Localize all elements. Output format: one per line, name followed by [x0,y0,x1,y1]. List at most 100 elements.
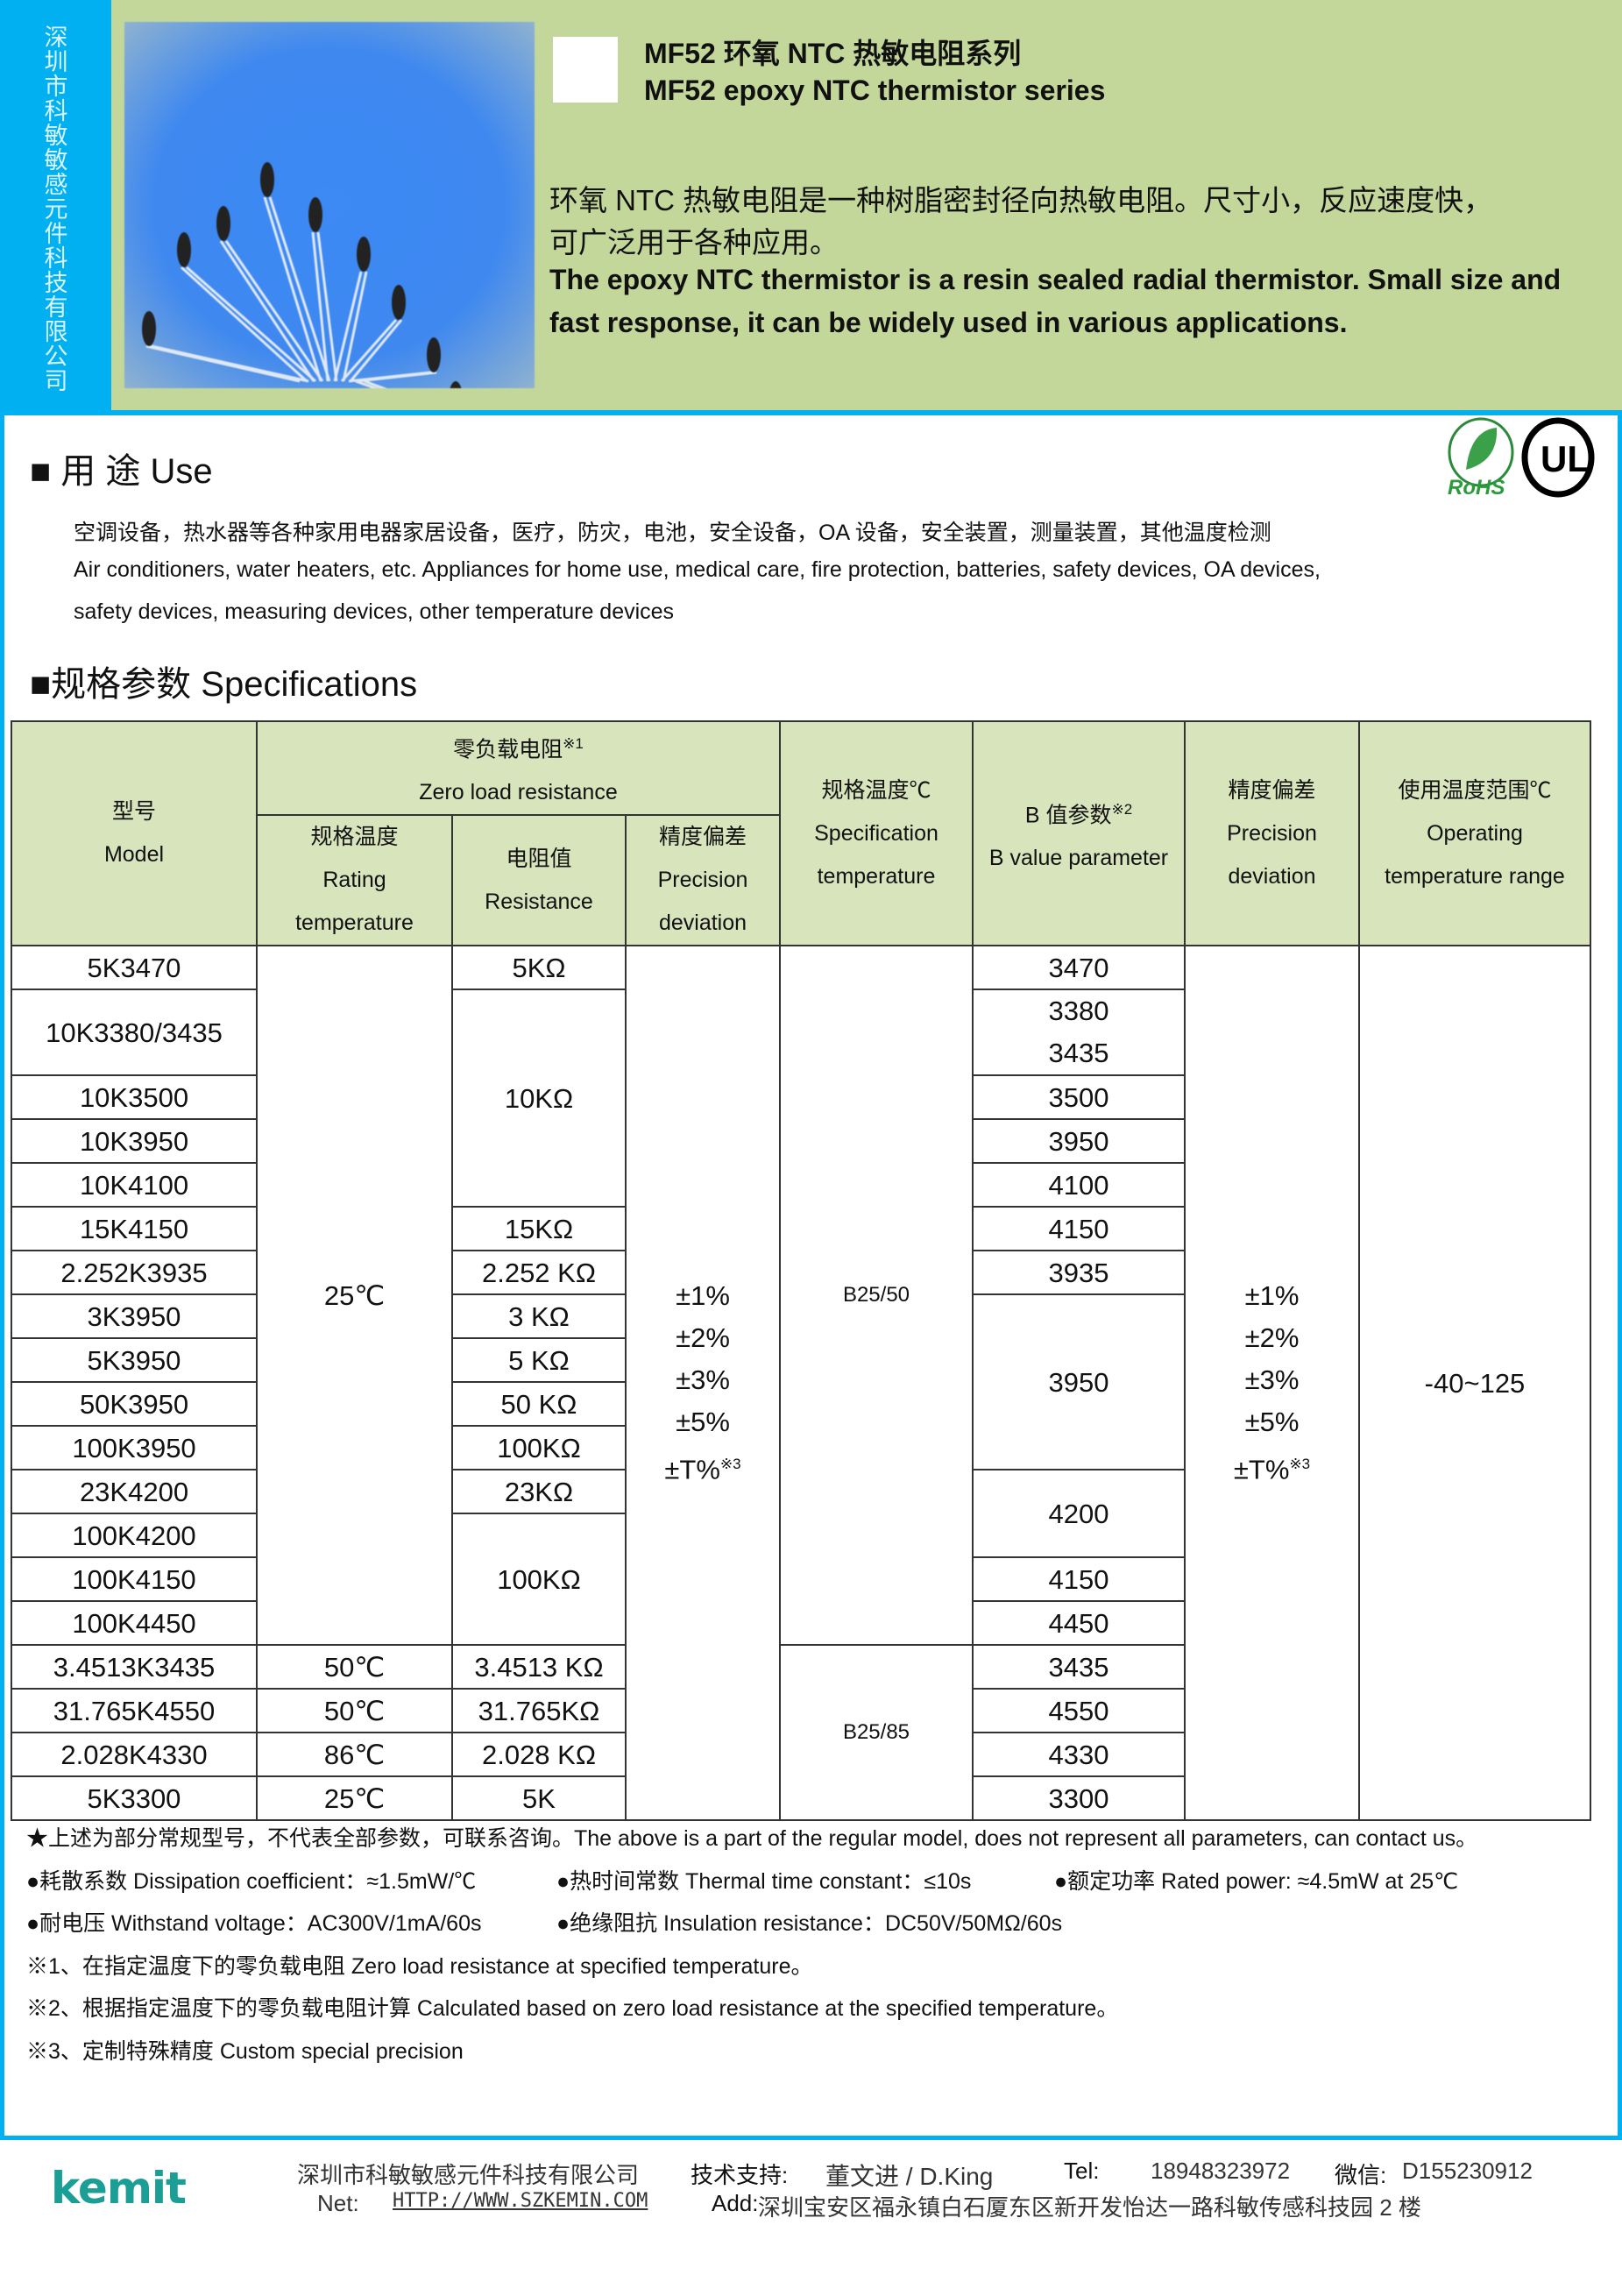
table-row: 10K3500 3500 [11,1074,1590,1121]
table-row: 15K4150 15KΩ 4150 [11,1206,1590,1252]
cell-model: 15K4150 [11,1206,258,1252]
cell-model: 5K3950 [11,1337,258,1384]
cell-model: 100K4450 [11,1600,258,1647]
cell-model: 100K4150 [11,1556,258,1603]
cell-resistance: 5K [451,1775,627,1822]
header-b-value: B 值参数※2 B value parameter [972,719,1186,947]
thermistor-bead [449,381,463,416]
footer-tel: 18948323972 [1151,2158,1291,2184]
svg-text:RoHS: RoHS [1448,476,1505,500]
cell-b-value: 4150 [972,1206,1186,1252]
cell-precision2: ±1% ±2% ±3% ±5% ±T%※3 [1184,945,1360,1822]
cell-resistance: 3.4513 KΩ [451,1644,627,1690]
cell-model: 5K3470 [11,945,258,991]
table-row: 5K3300 25℃ 5K 3300 [11,1775,1590,1822]
use-en-1: Air conditioners, water heaters, etc. Ap… [74,557,1321,582]
cell-resistance: 100KΩ [451,1425,627,1471]
cell-b-value: 4200 [972,1469,1186,1559]
cell-model: 2.028K4330 [11,1732,258,1778]
cell-model: 3.4513K3435 [11,1644,258,1690]
cell-rating-temperature: 50℃ [256,1688,453,1734]
cell-b-value: 4100 [972,1162,1186,1208]
cell-b-value: 4450 [972,1600,1186,1647]
table-row: 5K3950 5 KΩ [11,1337,1590,1384]
footer-net-label: Net: [317,2190,359,2216]
rohs-logo: RoHS [1444,417,1523,500]
header-zero-load: 零负载电阻※1 Zero load resistance [256,719,781,817]
kemit-logo: kemit [51,2163,187,2214]
cell-resistance: 100KΩ [451,1513,627,1647]
footer-company: 深圳市科敏敏感元件科技有限公司 [297,2162,640,2188]
cell-b-value: 3380 3435 [972,989,1186,1077]
table-row: 3.4513K3435 50℃ 3.4513 KΩ B25/85 3435 [11,1644,1590,1822]
cell-spec-temperature: B25/85 [779,1644,974,1822]
title-cn: MF52 环氧 NTC 热敏电阻系列 [644,38,1022,69]
cell-rating-temperature: 25℃ [256,945,453,1647]
note-2: ※2、根据指定温度下的零负载电阻计算 Calculated based on z… [26,1996,1119,2021]
cell-model: 31.765K4550 [11,1688,258,1734]
thermistor-bead [357,237,371,272]
use-en-2: safety devices, measuring devices, other… [74,599,675,624]
cell-b-value: 4550 [972,1688,1186,1734]
thermistor-bead [216,206,230,241]
table-row: 50K3950 50 KΩ [11,1381,1590,1428]
thermistor-bead [142,311,156,346]
cell-b-value: 3500 [972,1074,1186,1121]
note-withstand: ●耐电压 Withstand voltage：AC300V/1mA/60s [26,1911,482,1936]
title-en: MF52 epoxy NTC thermistor series [644,74,1106,106]
thermistor-bead [308,197,322,232]
specs-heading: ■规格参数 Specifications [30,665,418,704]
cell-resistance: 10KΩ [451,989,627,1208]
header-spec-temp: 规格温度℃ Specification temperature [779,719,974,947]
header-rating-temp: 规格温度 Rating temperature [256,814,453,947]
table-row: 2.028K4330 86℃ 2.028 KΩ 4330 [11,1732,1590,1778]
thermistor-image [142,162,463,418]
footer-support-name: 董文进 / D.King [825,2163,994,2190]
cell-b-value: 3300 [972,1775,1186,1822]
note-3: ※3、定制特殊精度 Custom special precision [26,2039,464,2064]
note-dissipation: ●耗散系数 Dissipation coefficient：≈1.5mW/℃ [26,1869,477,1894]
cell-rating-temperature: 86℃ [256,1732,453,1778]
cell-resistance: 2.252 KΩ [451,1250,627,1296]
table-row: 10K4100 4100 [11,1162,1590,1208]
footer-tel-label: Tel: [1064,2158,1100,2184]
footer-website-link[interactable]: HTTP://WWW.SZKEMIN.COM [393,2190,648,2212]
use-cn: 空调设备，热水器等各种家用电器家居设备，医疗，防灾，电池，安全设备，OA 设备，… [74,521,1271,545]
cell-model: 10K4100 [11,1162,258,1208]
thermistor-bead [260,162,274,197]
header-precision: 精度偏差 Precision deviation [625,814,781,947]
table-row: 23K4200 23KΩ 4200 [11,1469,1590,1559]
cell-b-value: 3435 [972,1644,1186,1690]
desc-cn-1: 环氧 NTC 热敏电阻是一种树脂密封径向热敏电阻。尺寸小，反应速度快， [549,184,1493,216]
use-heading: ■ 用 途 Use [30,452,213,491]
footer-support-label: 技术支持: [691,2162,789,2188]
thermistor-bead [427,337,441,372]
cell-resistance: 31.765KΩ [451,1688,627,1734]
desc-en-1: The epoxy NTC thermistor is a resin seal… [549,264,1562,295]
cell-b-value: 3935 [972,1250,1186,1296]
table-row: 3K3950 3 KΩ 3950 [11,1293,1590,1471]
cell-rating-temperature: 50℃ [256,1644,453,1690]
cell-model: 50K3950 [11,1381,258,1428]
table-row: 100K4150 4150 [11,1556,1590,1603]
footer-address: 深圳宝安区福永镇白石厦东区新开发怡达一路科敏传感科技园 2 楼 [758,2194,1421,2221]
cell-model: 3K3950 [11,1293,258,1340]
table-row: 100K4450 4450 [11,1600,1590,1647]
thermistor-bead [177,232,191,267]
spec-table: 型号 Model 零负载电阻※1 Zero load resistance 规格温度… [11,719,1591,1822]
cell-b-value: 4150 [972,1556,1186,1603]
table-row: 31.765K4550 50℃ 31.765KΩ 4550 [11,1688,1590,1734]
cell-resistance: 23KΩ [451,1469,627,1515]
table-row: 100K3950 100KΩ [11,1425,1590,1471]
header-precision2: 精度偏差 Precision deviation [1184,719,1360,947]
cell-model: 10K3380/3435 [11,989,258,1077]
product-photo [124,22,535,418]
company-vertical-name: 深圳市科敏敏感元件科技有限公司 [44,25,68,395]
header-model: 型号 Model [11,719,258,947]
table-row: 5K3470 25℃ 5KΩ ±1% ±2% ±3% ±5% ±T%※3 B25/50 3470 ±… [11,945,1591,1822]
table-row: 10K3950 3950 [11,1118,1590,1165]
cell-precision: ±1% ±2% ±3% ±5% ±T%※3 [625,945,781,1822]
note-power: ●额定功率 Rated power: ≈4.5mW at 25℃ [1054,1869,1459,1894]
cell-resistance: 5 KΩ [451,1337,627,1384]
side-strip: 深圳市科敏敏感元件科技有限公司 [0,0,111,410]
